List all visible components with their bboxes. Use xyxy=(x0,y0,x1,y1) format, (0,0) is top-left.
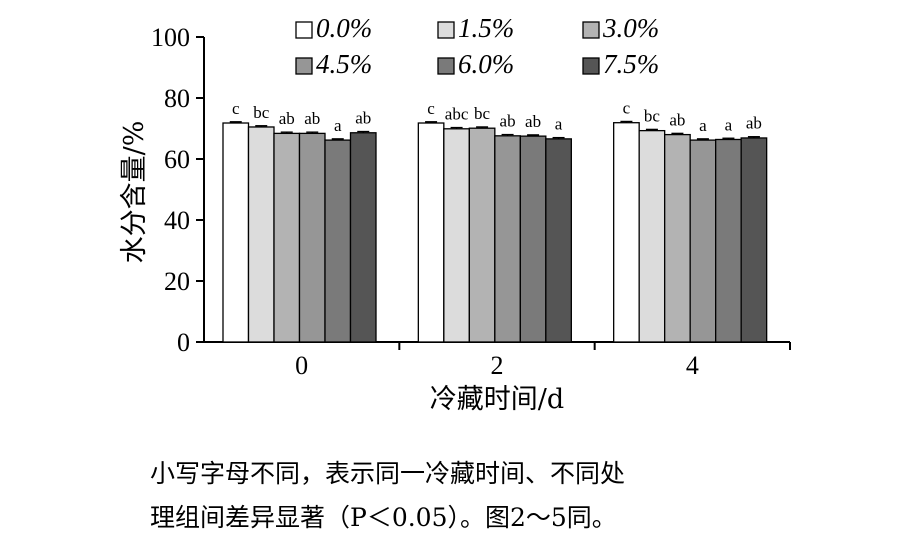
bar xyxy=(443,128,470,343)
axes: 0 20 40 60 80 100 0 2 4 xyxy=(151,23,791,380)
significance-label: ab xyxy=(279,109,295,128)
significance-label: c xyxy=(232,99,240,118)
significance-label: ab xyxy=(669,110,685,129)
legend-swatch xyxy=(295,21,313,39)
bar xyxy=(468,127,496,343)
legend: 0.0% 1.5% 3.0% 4.5% 6.0% 7.5% xyxy=(295,13,659,79)
bar xyxy=(664,133,691,343)
legend-swatch xyxy=(437,21,455,39)
x-tick-label: 4 xyxy=(686,351,699,380)
y-tick-label: 100 xyxy=(151,23,190,52)
legend-label: 0.0% xyxy=(316,13,372,43)
y-tick-label: 40 xyxy=(164,206,190,235)
y-tick-label: 60 xyxy=(164,145,190,174)
y-tick-label: 80 xyxy=(164,84,190,113)
significance-label: ab xyxy=(355,109,371,128)
bar xyxy=(519,135,547,343)
bars: c bc ab ab a abc abc bc ab ab ac bc ab a a ab xyxy=(222,98,768,343)
significance-label: a xyxy=(555,115,563,134)
x-tick-label: 2 xyxy=(491,351,504,380)
caption-line-2: 理组间差异显著（P＜0.05）。图2～5同。 xyxy=(150,503,617,532)
y-tick-label: 20 xyxy=(164,267,190,296)
bar xyxy=(638,129,666,343)
legend-label: 7.5% xyxy=(603,49,659,79)
bar xyxy=(324,139,352,343)
significance-label: ab xyxy=(746,114,762,133)
bar xyxy=(689,139,717,343)
legend-label: 4.5% xyxy=(316,49,372,79)
significance-label: ab xyxy=(304,109,320,128)
x-axis-title: 冷藏时间/d xyxy=(430,384,564,415)
significance-label: a xyxy=(334,116,342,135)
bar xyxy=(494,135,521,343)
bar xyxy=(247,126,275,343)
bar xyxy=(613,122,640,343)
caption-line-1: 小写字母不同，表示同一冷藏时间、不同处 xyxy=(150,459,626,488)
significance-label: ab xyxy=(500,112,516,131)
bar xyxy=(545,138,572,343)
legend-label: 1.5% xyxy=(458,13,514,43)
bar xyxy=(740,137,768,343)
x-tick-label: 0 xyxy=(295,351,308,380)
bar xyxy=(298,132,326,343)
legend-label: 3.0% xyxy=(602,13,659,43)
significance-label: ab xyxy=(525,112,541,131)
significance-label: bc xyxy=(253,103,270,122)
bar xyxy=(417,122,445,343)
legend-label: 6.0% xyxy=(458,49,514,79)
legend-swatch xyxy=(582,21,600,39)
legend-swatch xyxy=(295,57,313,75)
significance-label: a xyxy=(725,115,733,134)
significance-label: c xyxy=(427,99,435,118)
significance-label: c xyxy=(623,98,631,117)
significance-label: abc xyxy=(445,105,469,124)
y-tick-label: 0 xyxy=(177,328,190,357)
legend-swatch xyxy=(437,57,455,75)
significance-label: bc xyxy=(474,104,491,123)
bar xyxy=(349,132,377,343)
y-axis-title: 水分含量/% xyxy=(119,121,150,264)
bar xyxy=(273,132,301,343)
significance-label: bc xyxy=(644,106,661,125)
bar xyxy=(715,138,742,343)
legend-swatch xyxy=(582,57,600,75)
significance-label: a xyxy=(699,116,707,135)
bar xyxy=(222,122,250,343)
